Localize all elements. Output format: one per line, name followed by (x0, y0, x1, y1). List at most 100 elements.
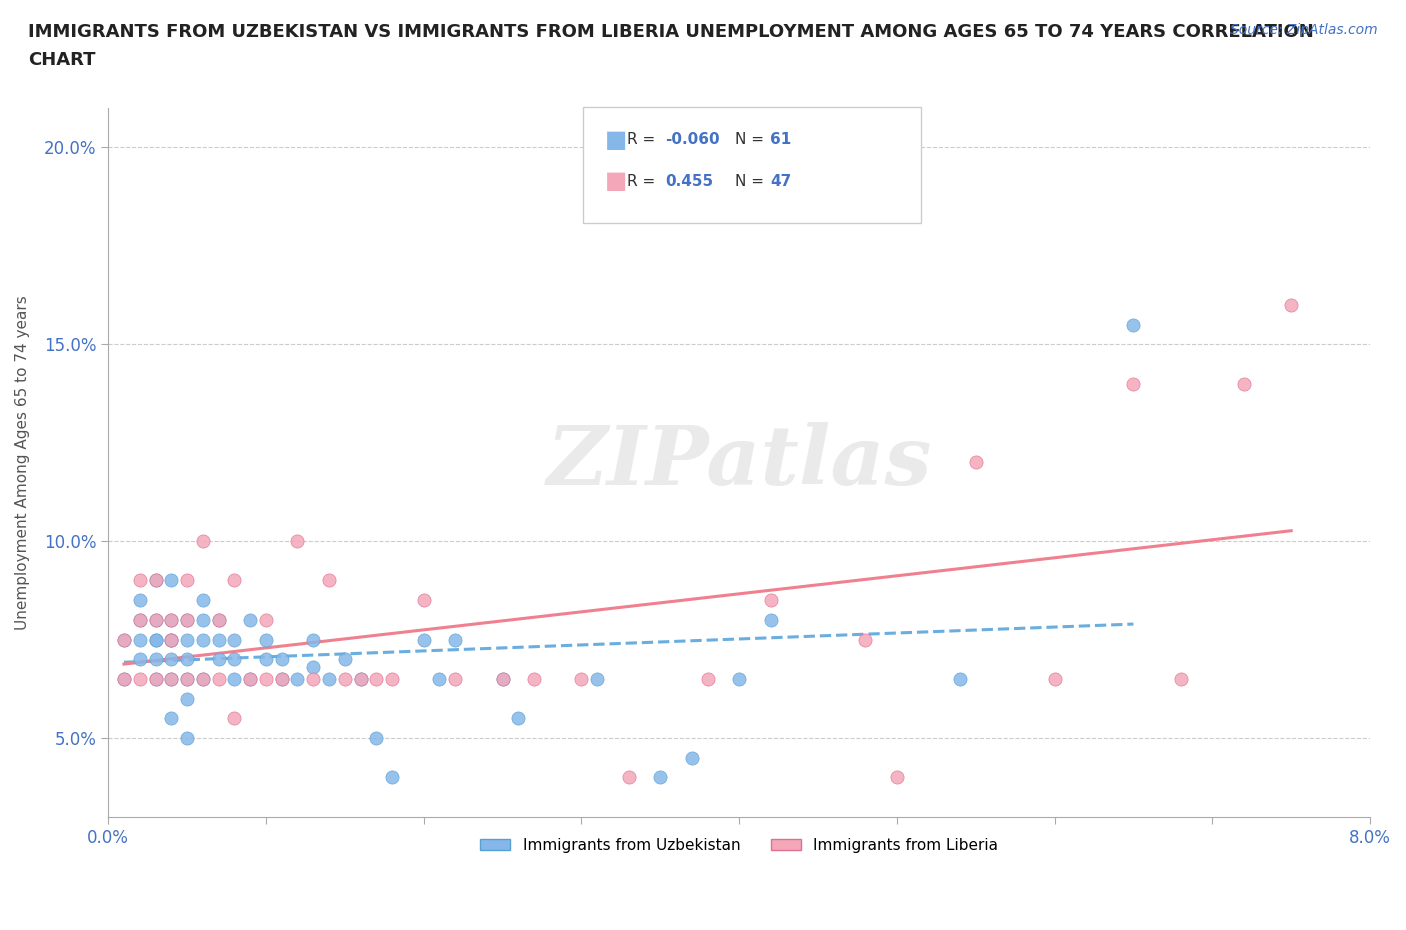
Point (302, 671, 325, 686)
Point (176, 731, 198, 746)
Point (112, 671, 135, 686)
Point (176, 632, 198, 647)
Text: ■: ■ (605, 127, 627, 152)
Point (145, 671, 167, 686)
Point (145, 573, 167, 588)
Point (160, 711, 183, 725)
Text: 61: 61 (770, 132, 792, 147)
Point (160, 652, 183, 667)
Point (160, 632, 183, 647)
Point (287, 534, 309, 549)
Point (349, 671, 371, 686)
Point (381, 770, 404, 785)
Text: N =: N = (735, 132, 769, 147)
Text: N =: N = (735, 174, 769, 189)
Point (1122, 317, 1144, 332)
Point (333, 652, 356, 667)
Point (412, 592, 434, 607)
Point (318, 671, 340, 686)
Point (302, 659, 325, 674)
Text: 0.455: 0.455 (665, 174, 713, 189)
Point (1233, 376, 1256, 391)
Point (191, 632, 214, 647)
Point (696, 671, 718, 686)
Point (160, 573, 183, 588)
Point (145, 671, 167, 686)
Point (586, 671, 609, 686)
Point (176, 613, 198, 628)
Point (112, 632, 135, 647)
Point (239, 671, 262, 686)
Point (224, 632, 246, 647)
Point (145, 613, 167, 628)
Point (270, 671, 292, 686)
Point (617, 770, 640, 785)
Point (444, 671, 467, 686)
Point (759, 613, 782, 628)
Point (128, 613, 150, 628)
Point (207, 613, 229, 628)
Point (444, 632, 467, 647)
Point (349, 671, 371, 686)
Point (176, 671, 198, 686)
Point (429, 671, 451, 686)
Point (270, 652, 292, 667)
Point (1279, 298, 1302, 312)
Point (254, 613, 277, 628)
Point (650, 770, 672, 785)
Point (207, 613, 229, 628)
Point (145, 632, 167, 647)
Point (1170, 671, 1192, 686)
Point (176, 652, 198, 667)
Text: Source: ZipAtlas.com: Source: ZipAtlas.com (1230, 23, 1378, 37)
Legend: Immigrants from Uzbekistan, Immigrants from Liberia: Immigrants from Uzbekistan, Immigrants f… (474, 831, 1005, 858)
Point (128, 573, 150, 588)
Point (302, 632, 325, 647)
Text: 47: 47 (770, 174, 792, 189)
Text: R =: R = (627, 174, 661, 189)
Point (1122, 376, 1144, 391)
Point (191, 671, 214, 686)
Point (145, 573, 167, 588)
Point (886, 770, 908, 785)
Point (224, 711, 246, 725)
Point (112, 632, 135, 647)
Point (128, 671, 150, 686)
Point (239, 671, 262, 686)
Point (176, 691, 198, 706)
Text: IMMIGRANTS FROM UZBEKISTAN VS IMMIGRANTS FROM LIBERIA UNEMPLOYMENT AMONG AGES 65: IMMIGRANTS FROM UZBEKISTAN VS IMMIGRANTS… (28, 23, 1313, 41)
Point (681, 751, 703, 765)
Point (145, 652, 167, 667)
Point (160, 632, 183, 647)
Point (191, 592, 214, 607)
Point (523, 671, 546, 686)
Point (160, 671, 183, 686)
Point (160, 613, 183, 628)
Text: ■: ■ (605, 169, 627, 193)
Point (128, 632, 150, 647)
Point (176, 613, 198, 628)
Point (191, 671, 214, 686)
Point (508, 711, 530, 725)
Point (254, 652, 277, 667)
Text: CHART: CHART (28, 51, 96, 69)
Point (207, 632, 229, 647)
Point (759, 592, 782, 607)
Point (728, 671, 751, 686)
Point (160, 671, 183, 686)
Point (366, 671, 388, 686)
Point (333, 671, 356, 686)
Point (366, 731, 388, 746)
Text: R =: R = (627, 132, 661, 147)
Point (287, 671, 309, 686)
Point (949, 671, 972, 686)
Point (145, 613, 167, 628)
Text: ZIPatlas: ZIPatlas (547, 422, 932, 502)
Point (412, 632, 434, 647)
Point (176, 573, 198, 588)
Point (176, 671, 198, 686)
Text: -0.060: -0.060 (665, 132, 720, 147)
Point (965, 455, 987, 470)
Point (128, 652, 150, 667)
Point (128, 613, 150, 628)
